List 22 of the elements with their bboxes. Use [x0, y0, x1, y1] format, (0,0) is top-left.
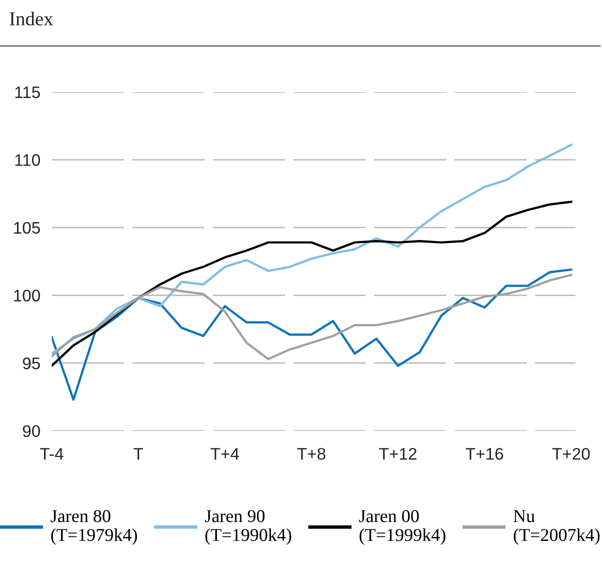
legend-label: Nu (T=2007k4)	[514, 510, 600, 545]
y-tick-label: 105	[14, 222, 40, 234]
x-tick-label: T+4	[210, 448, 240, 460]
legend-label: Jaren 80 (T=1979k4)	[50, 510, 137, 545]
x-tick-label: T-4	[40, 448, 64, 460]
x-tick-label: T+12	[379, 448, 416, 460]
y-tick-label: 90	[22, 425, 40, 438]
y-tick-label: 110	[15, 154, 40, 166]
line-series	[52, 268, 572, 401]
x-tick-label: T	[134, 448, 144, 460]
line-series	[52, 200, 572, 367]
x-tick-label: T+16	[466, 448, 504, 460]
x-tick-label: T+8	[297, 448, 326, 460]
x-tick-label: T+20	[552, 448, 590, 460]
legend-label: Jaren 00 (T=1999k4)	[359, 510, 446, 545]
y-tick-label: 100	[14, 290, 40, 302]
y-tick-label: 115	[15, 86, 40, 98]
y-tick-label: 95	[22, 357, 40, 370]
line-series	[52, 274, 572, 360]
legend-label: Jaren 90 (T=1990k4)	[204, 510, 292, 545]
y-axis-title: Index	[10, 12, 54, 26]
line-series	[52, 144, 572, 355]
